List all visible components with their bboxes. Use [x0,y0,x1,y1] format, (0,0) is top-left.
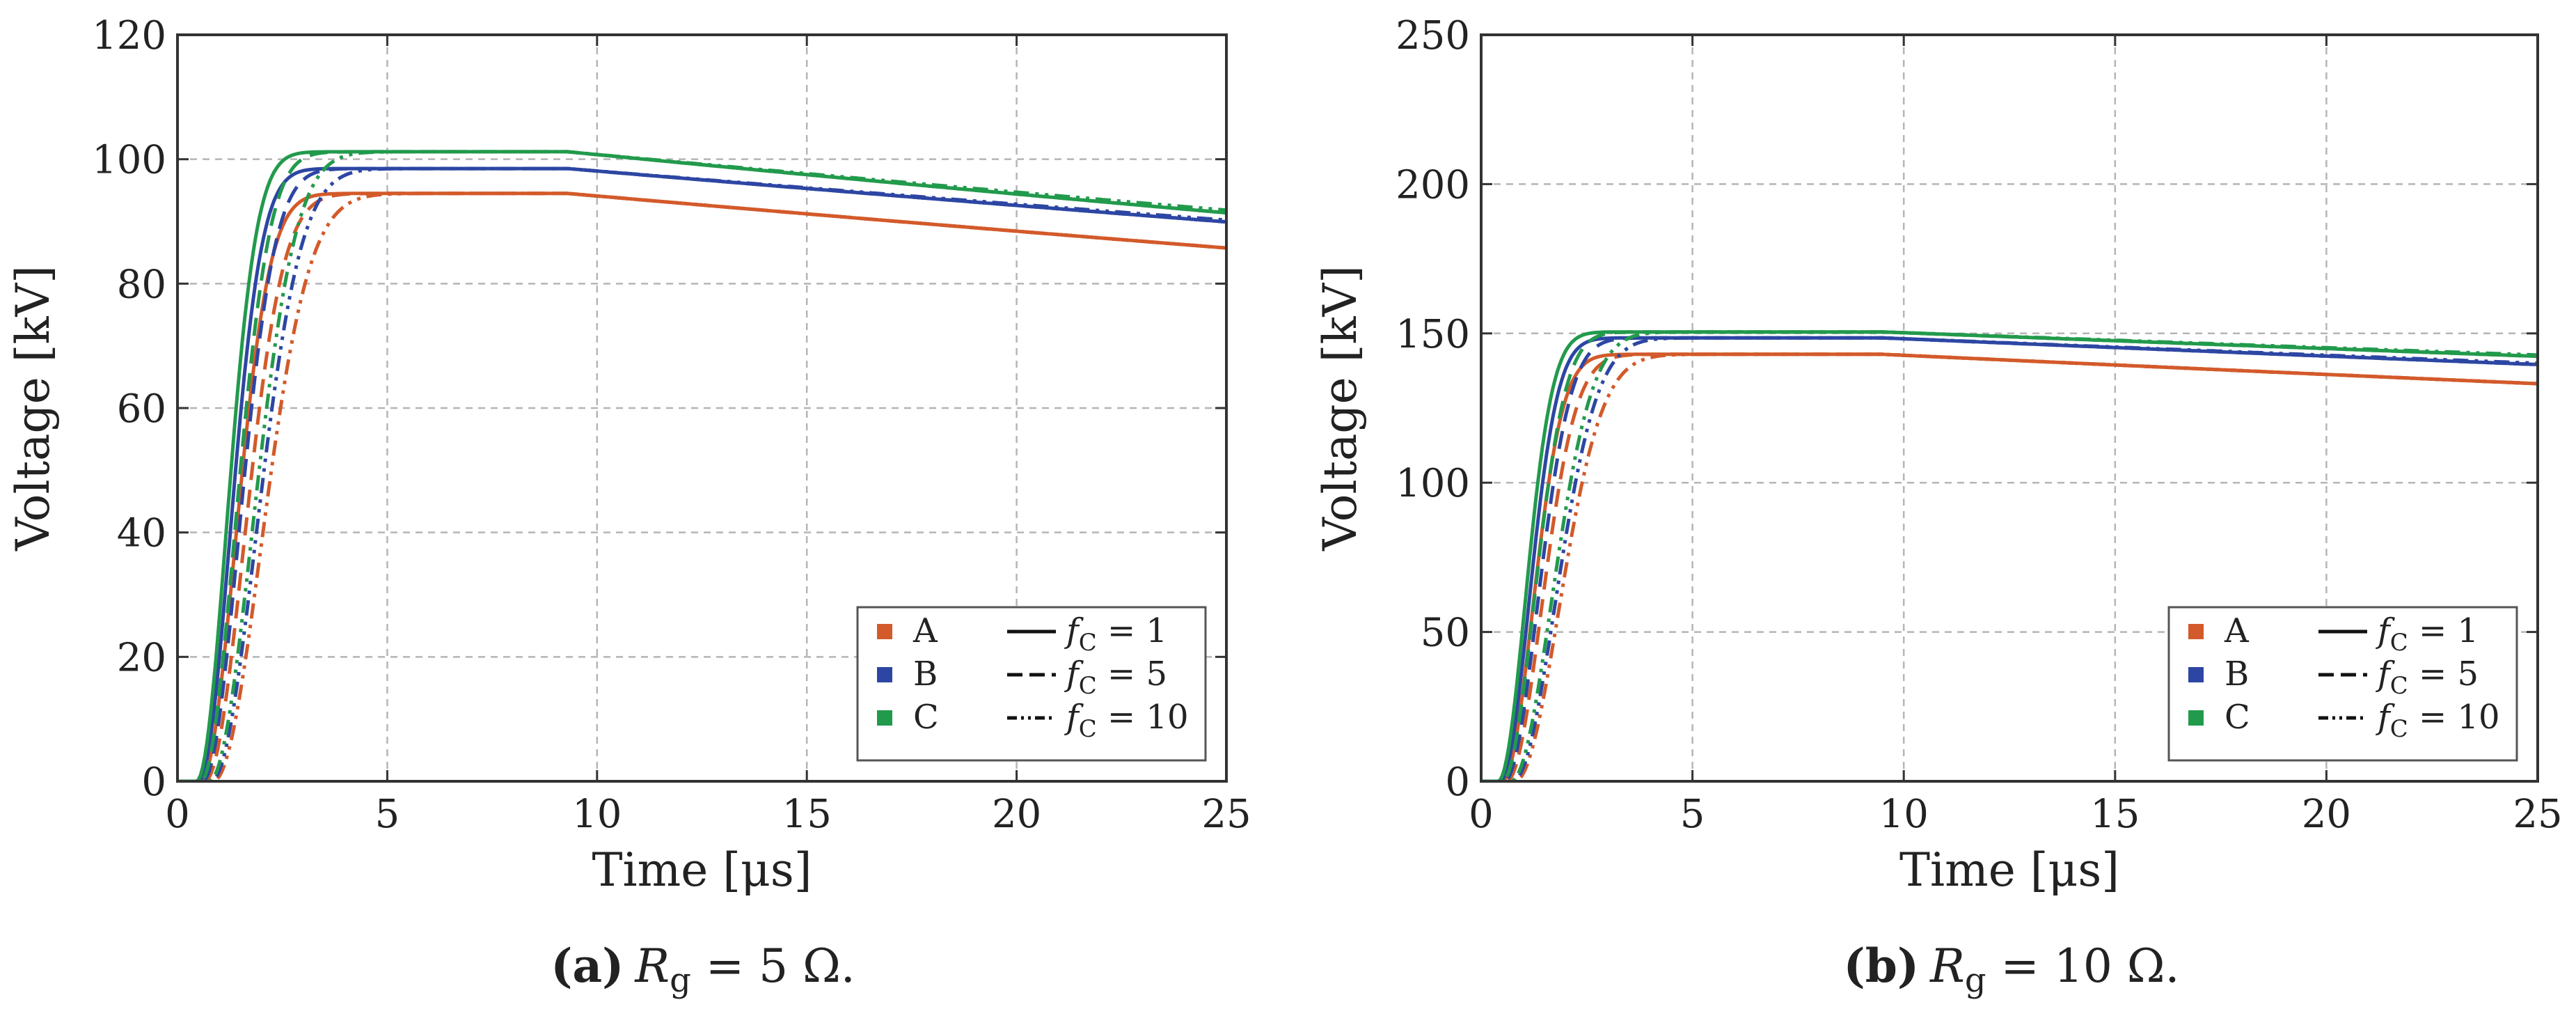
legend-label-c: C [2225,698,2250,737]
series-c-fc10 [177,150,1226,781]
series-b-fc10 [1481,336,2538,781]
x-tick-label: 5 [1680,792,1705,837]
legend-swatch-b [2188,667,2204,682]
x-tick-label: 5 [375,792,400,837]
x-axis-label: Time [μs] [1899,843,2119,897]
series-a-fc10 [177,191,1226,781]
legend-label-fc10: fC = 10 [1064,698,1189,743]
y-tick-label: 0 [1445,760,1470,805]
legend-label-a: A [2224,611,2250,650]
x-tick-label: 25 [2513,792,2562,837]
legend-label-a: A [912,611,938,650]
legend-swatch-c [2188,710,2204,726]
panel-a: 0 5 10 15 20 25 0 20 40 60 80 100 120 Time [μs] Voltag… [6,13,1251,1000]
legend-label-b: B [2225,655,2249,694]
y-axis-label: Voltage [kV] [6,265,60,551]
panel-caption: (a) Rg = 5 Ω. [551,939,855,1000]
y-tick-label: 50 [1421,611,1470,656]
legend-label-b: B [913,655,938,694]
series-b-fc5 [177,166,1226,781]
y-tick-label: 40 [117,511,166,556]
legend-swatch-b [877,667,892,682]
panel-caption: (b) Rg = 10 Ω. [1844,939,2180,1000]
plot-frame [1480,33,2539,783]
legend-label-fc5: fC = 5 [1064,655,1167,700]
legend-swatch-a [877,624,892,639]
x-tick-label: 0 [165,792,190,837]
x-tick-label: 10 [572,792,622,837]
y-tick-label: 0 [141,760,166,805]
series-c-fc5 [177,150,1226,781]
curves [1481,330,2538,781]
x-tick-label: 20 [2302,792,2351,837]
y-tick-label: 250 [1396,13,1470,58]
y-tick-label: 100 [1396,461,1470,506]
y-tick-label: 150 [1396,312,1470,357]
curves [177,150,1226,781]
y-tick-label: 120 [92,13,166,58]
x-tick-label: 20 [992,792,1041,837]
series-c-fc10 [1481,330,2538,781]
series-a-fc5 [1481,352,2538,781]
y-tick-label: 80 [117,262,166,307]
legend-label-fc10: fC = 10 [2376,698,2500,743]
legend-label-c: C [913,698,939,737]
y-tick-label: 20 [117,635,166,680]
y-tick-label: 200 [1396,162,1470,208]
legend-label-fc1: fC = 1 [2376,611,2479,657]
x-tick-label: 10 [1879,792,1929,837]
y-tick-label: 60 [117,386,166,432]
y-axis-label: Voltage [kV] [1313,265,1367,551]
x-tick-label: 0 [1469,792,1494,837]
y-tick-label: 100 [92,138,166,183]
x-tick-label: 25 [1201,792,1251,837]
legend-label-fc1: fC = 1 [1064,611,1167,657]
legend-swatch-c [877,710,892,726]
x-axis-label: Time [μs] [592,843,812,897]
series-a-fc10 [1481,352,2538,781]
legend-swatch-a [2188,624,2204,639]
x-tick-label: 15 [2090,792,2140,837]
x-tick-label: 15 [782,792,832,837]
